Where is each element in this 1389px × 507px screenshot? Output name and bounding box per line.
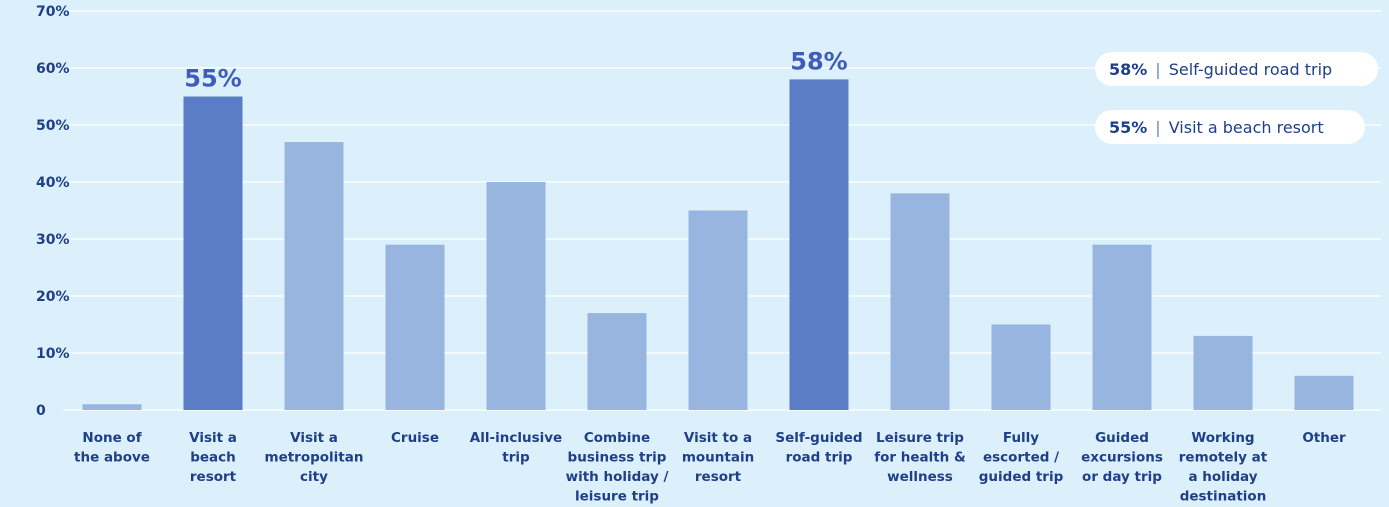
category-label: Guided excursions or day trip bbox=[1081, 430, 1163, 485]
category-label: Fully escorted / guided trip bbox=[979, 430, 1064, 485]
category-label: Visit a metropolitan city bbox=[265, 430, 364, 485]
category-label: Working remotely at a holiday destination bbox=[1179, 430, 1268, 505]
category-label: Cruise bbox=[391, 430, 439, 446]
bar bbox=[82, 404, 142, 410]
data-label: 58% bbox=[790, 47, 847, 75]
callout-road-trip-value: 58% bbox=[1109, 59, 1148, 79]
bars bbox=[82, 79, 1354, 411]
y-tick-label: 50% bbox=[36, 118, 70, 134]
category-label: Leisure trip for health & wellness bbox=[874, 430, 966, 485]
bar bbox=[486, 182, 546, 410]
bar bbox=[1092, 244, 1152, 410]
callout-road-trip: 58% | Self-guided road trip bbox=[1095, 52, 1378, 86]
bar bbox=[284, 142, 344, 410]
callout-separator: | bbox=[1155, 117, 1161, 137]
callout-beach-resort-value: 55% bbox=[1109, 117, 1148, 137]
callout-road-trip-label: Self-guided road trip bbox=[1168, 59, 1333, 79]
category-label: Visit a beach resort bbox=[189, 430, 237, 485]
bar bbox=[890, 193, 950, 410]
y-tick-label: 40% bbox=[36, 175, 70, 191]
category-label: Self-guided road trip bbox=[775, 430, 862, 466]
y-tick-label: 30% bbox=[36, 232, 70, 248]
category-label: Visit to a mountain resort bbox=[682, 430, 754, 485]
y-tick-label: 70% bbox=[36, 4, 70, 20]
bar bbox=[789, 79, 849, 411]
bar bbox=[1294, 375, 1354, 410]
category-label: All-inclusive trip bbox=[470, 430, 562, 466]
y-tick-label: 60% bbox=[36, 61, 70, 77]
y-tick-label: 0 bbox=[36, 403, 46, 419]
data-label: 55% bbox=[184, 65, 241, 93]
callout-separator: | bbox=[1155, 59, 1161, 79]
bar bbox=[1193, 335, 1253, 410]
bar bbox=[385, 244, 445, 410]
bar bbox=[183, 96, 243, 410]
y-tick-label: 10% bbox=[36, 346, 70, 362]
bar bbox=[587, 313, 647, 410]
category-label: Combine business trip with holiday / leisur… bbox=[566, 430, 669, 505]
category-label: Other bbox=[1302, 430, 1346, 446]
callout-beach-resort-label: Visit a beach resort bbox=[1168, 117, 1324, 137]
bar bbox=[991, 324, 1051, 410]
data-labels: 55% 58% bbox=[184, 47, 847, 92]
bar bbox=[688, 210, 748, 410]
category-labels: None of the above Visit a beach resort Visit … bbox=[74, 430, 1346, 505]
y-tick-label: 20% bbox=[36, 289, 70, 305]
category-label: None of the above bbox=[74, 430, 150, 466]
callout-beach-resort: 55% | Visit a beach resort bbox=[1095, 110, 1365, 144]
y-axis-ticks: 0 10% 20% 30% 40% 50% 60% 70% bbox=[36, 4, 70, 419]
